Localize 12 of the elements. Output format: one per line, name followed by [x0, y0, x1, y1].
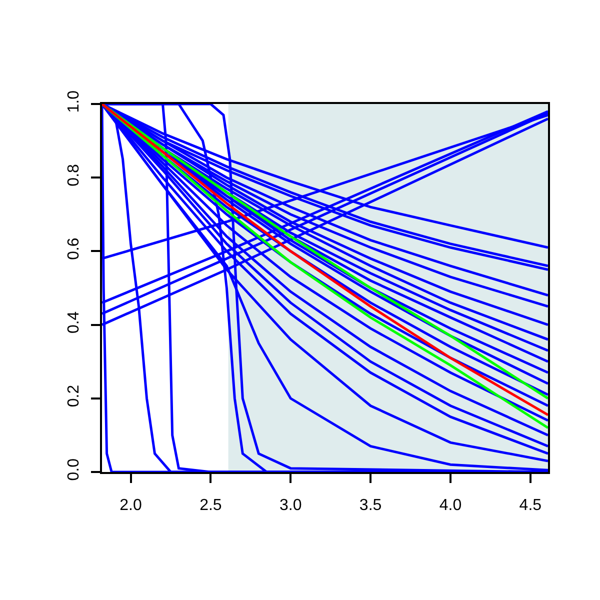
x-tick-label: 4.5: [519, 497, 542, 514]
x-tick-label: 2.0: [120, 497, 142, 514]
y-tick-label: 0.8: [66, 164, 83, 186]
x-tick-label: 2.5: [200, 497, 222, 514]
y-tick-label: 0.2: [66, 384, 83, 408]
y-tick-label: 0.4: [66, 311, 83, 334]
x-tick-label: 4.0: [439, 497, 462, 514]
y-tick-label: 0.6: [66, 238, 83, 260]
y-tick-label: 0.0: [66, 458, 83, 481]
x-tick-label: 3.5: [359, 497, 382, 514]
y-tick-label: 1.0: [66, 90, 83, 113]
x-tick-label: 3.0: [280, 497, 302, 514]
